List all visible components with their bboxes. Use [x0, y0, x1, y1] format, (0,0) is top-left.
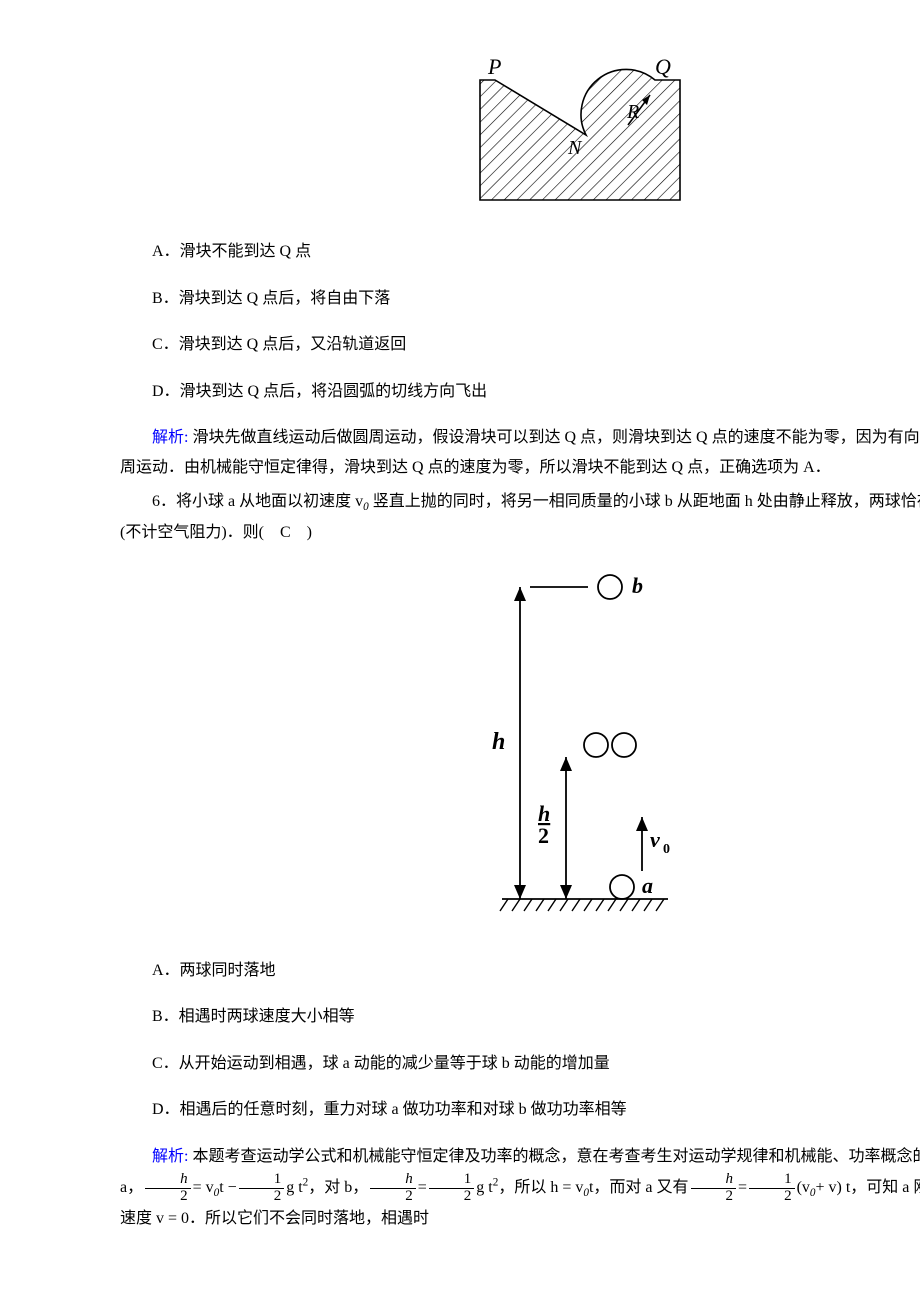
q5-A-text: A．滑块不能到达 Q 点	[152, 243, 311, 260]
q5-B-text: B．滑块到达 Q 点后，将自由下落	[152, 290, 390, 307]
label-v0: v	[650, 827, 660, 852]
q6-option-A: A．两球同时落地	[152, 956, 920, 986]
label-v0-sub: 0	[663, 842, 670, 857]
track-hatched-body	[480, 69, 680, 200]
h2-arrow-up	[560, 757, 572, 771]
q5-option-B: B．滑块到达 Q 点后，将自由下落	[152, 284, 920, 314]
q6-C-text: C．从开始运动到相遇，球 a 动能的减少量等于球 b 动能的增加量	[152, 1055, 610, 1072]
q6-ana-eq1-b: t −	[219, 1179, 236, 1196]
q6-ana-eq1-f: g t	[476, 1179, 492, 1196]
v0-arrow-head	[636, 817, 648, 831]
q6-stem-prefix: 6．将小球 a 从地面以初速度 v	[152, 493, 363, 510]
label-R: R	[626, 101, 639, 123]
q6-option-B: B．相遇时两球速度大小相等	[152, 1002, 920, 1032]
frac-h2-3: h2	[691, 1172, 737, 1205]
q6-svg: b h h 2 v 0 a	[470, 559, 690, 929]
label-h2-bot: 2	[538, 823, 549, 848]
q6-ana-eq1-d: ，对 b，	[308, 1179, 368, 1196]
label-Q: Q	[655, 54, 671, 79]
q6-analysis: 解析: 本题考查运动学公式和机械能守恒定律及功率的概念，意在考查考生对运动学规律…	[120, 1142, 920, 1235]
q5-option-C: C．滑块到达 Q 点后，又沿轨道返回	[152, 330, 920, 360]
q5-option-A: A．滑块不能到达 Q 点	[152, 237, 920, 267]
h2-arrow-down	[560, 885, 572, 899]
frac-12-1: 12	[239, 1172, 285, 1205]
figure-q6-balls: b h h 2 v 0 a	[120, 559, 920, 940]
meet-ball-left	[584, 733, 608, 757]
q6-stem: 6．将小球 a 从地面以初速度 v0 竖直上抛的同时，将另一相同质量的小球 b …	[120, 486, 920, 549]
analysis-label-2: 解析:	[152, 1148, 188, 1165]
q6-B-text: B．相遇时两球速度大小相等	[152, 1008, 355, 1025]
q6-ana-eq1-a: = v	[193, 1179, 214, 1196]
frac-h2-2: h2	[370, 1172, 416, 1205]
q6-ana-eq2-a: =	[738, 1179, 747, 1196]
frac-h2-1: h2	[145, 1172, 191, 1205]
ground-hatch	[500, 899, 664, 911]
q5-svg: P Q N R	[450, 50, 710, 210]
q6-ana-eq1-e: =	[418, 1179, 427, 1196]
figure-q5-track: P Q N R	[120, 50, 920, 221]
frac-12-3: 12	[749, 1172, 795, 1205]
q6-option-D: D．相遇后的任意时刻，重力对球 a 做功功率和对球 b 做功功率相等	[152, 1095, 920, 1125]
meet-ball-right	[612, 733, 636, 757]
q5-analysis-text: 滑块先做直线运动后做圆周运动，假设滑块可以到达 Q 点，则滑块到达 Q 点的速度…	[120, 429, 920, 476]
q5-C-text: C．滑块到达 Q 点后，又沿轨道返回	[152, 336, 406, 353]
q6-ana-eq1-g: ，所以 h = v	[498, 1179, 583, 1196]
ball-b	[598, 575, 622, 599]
analysis-label: 解析:	[152, 429, 188, 446]
q6-A-text: A．两球同时落地	[152, 962, 276, 979]
q6-D-text: D．相遇后的任意时刻，重力对球 a 做功功率和对球 b 做功功率相等	[152, 1101, 627, 1118]
ball-a	[610, 875, 634, 899]
q5-option-D: D．滑块到达 Q 点后，将沿圆弧的切线方向飞出	[152, 377, 920, 407]
q6-ana-eq1-h: t，而对 a 又有	[589, 1179, 689, 1196]
h-arrow-up	[514, 587, 526, 601]
label-N: N	[567, 137, 583, 159]
q5-D-text: D．滑块到达 Q 点后，将沿圆弧的切线方向飞出	[152, 383, 487, 400]
frac-12-2: 12	[429, 1172, 475, 1205]
label-b: b	[632, 573, 643, 598]
q5-analysis: 解析: 滑块先做直线运动后做圆周运动，假设滑块可以到达 Q 点，则滑块到达 Q …	[120, 423, 920, 484]
label-P: P	[487, 54, 501, 79]
q6-ana-eq1-c: g t	[286, 1179, 302, 1196]
label-a: a	[642, 873, 653, 898]
q6-option-C: C．从开始运动到相遇，球 a 动能的减少量等于球 b 动能的增加量	[152, 1049, 920, 1079]
q6-ana-eq2-b: (v	[797, 1179, 810, 1196]
label-h: h	[492, 729, 505, 755]
q6-stem-mid1: 竖直上抛的同时，将另一相同质量的小球 b 从距地面 h 处由静止释放，两球恰在	[369, 493, 920, 510]
h-arrow-down	[514, 885, 526, 899]
